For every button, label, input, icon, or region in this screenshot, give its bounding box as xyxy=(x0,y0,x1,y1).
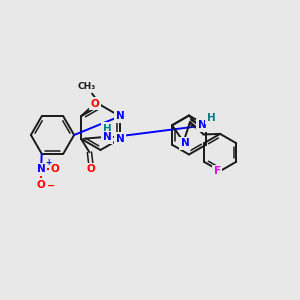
Text: H: H xyxy=(206,112,215,123)
Text: +: + xyxy=(45,158,52,167)
Text: O: O xyxy=(37,180,46,190)
Text: −: − xyxy=(46,181,55,190)
Text: O: O xyxy=(86,164,95,174)
Text: O: O xyxy=(91,99,100,109)
Text: CH₃: CH₃ xyxy=(78,82,96,91)
Text: N: N xyxy=(116,134,124,144)
Text: N: N xyxy=(197,120,206,130)
Text: O: O xyxy=(50,164,59,174)
Text: N: N xyxy=(181,138,189,148)
Text: N: N xyxy=(37,164,46,174)
Text: F: F xyxy=(214,166,221,176)
Text: N: N xyxy=(116,111,124,121)
Text: N: N xyxy=(103,132,112,142)
Text: H: H xyxy=(103,124,112,134)
